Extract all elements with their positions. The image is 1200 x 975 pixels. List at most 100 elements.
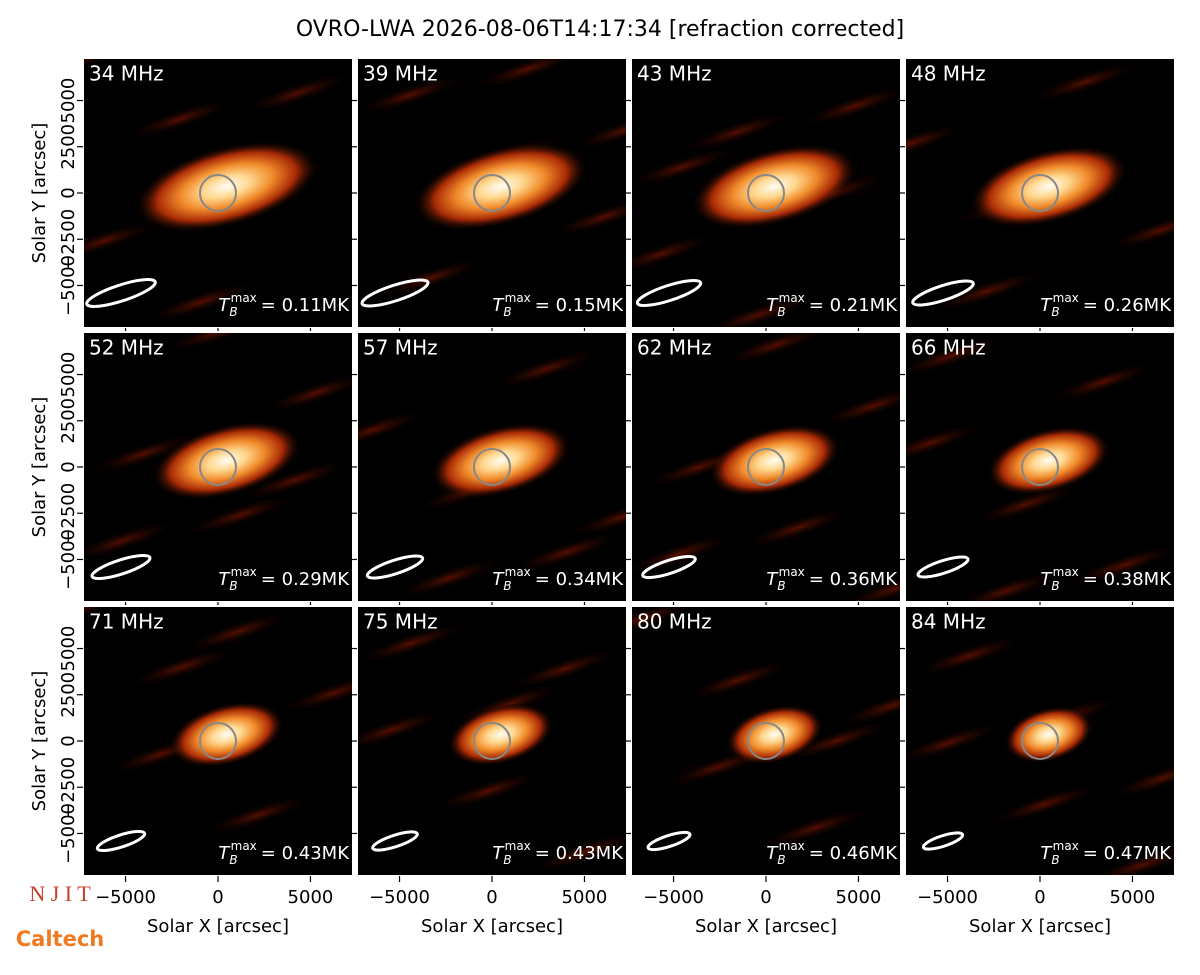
beam (360, 278, 430, 308)
streak (797, 85, 901, 127)
streak (509, 531, 625, 573)
tb-max-label: TBmax = 0.26MK (1040, 291, 1172, 319)
x-tick-label: 5000 (836, 887, 882, 908)
beam (641, 554, 697, 580)
radio-image (631, 606, 901, 852)
streak (85, 433, 201, 475)
panel-title: 48 MHz (911, 62, 986, 86)
panel-title: 84 MHz (911, 610, 986, 634)
tb-sup: max (231, 839, 257, 853)
beam (646, 830, 692, 852)
y-tick-label: 5000 (58, 626, 79, 672)
tb-symbol: T (766, 295, 779, 316)
x-tick-label: 5000 (1110, 887, 1156, 908)
solar-disk (747, 448, 785, 486)
streak (718, 332, 834, 366)
streak (83, 220, 162, 262)
y-tick-label: 2500 (58, 398, 79, 444)
streak (357, 74, 468, 116)
streak (911, 635, 1027, 677)
panel-title: 34 MHz (89, 62, 164, 86)
tb-max-label: TBmax = 0.21MK (766, 291, 898, 319)
tb-value: = 0.38MK (1083, 569, 1172, 590)
tb-symbol: T (218, 569, 231, 590)
streak (679, 111, 795, 153)
panel-title: 57 MHz (363, 336, 438, 360)
solar-disk (199, 722, 237, 760)
radio-image (905, 61, 1175, 312)
x-tick-label: 0 (760, 887, 771, 908)
streak (905, 122, 970, 164)
streak (700, 294, 816, 328)
y-tick-label: 0 (58, 187, 79, 198)
beam (371, 830, 419, 852)
streak (1105, 757, 1175, 799)
tb-symbol: T (1040, 295, 1053, 316)
radio-image (357, 348, 627, 599)
solar-disk (1021, 722, 1059, 760)
streak (527, 831, 627, 873)
y-tick-label: −5000 (58, 255, 79, 316)
tb-sup: max (1053, 291, 1079, 305)
streak (905, 335, 1009, 377)
streak (546, 196, 627, 238)
tb-sub: B (1051, 853, 1059, 867)
emission (412, 142, 589, 231)
tb-symbol: T (492, 295, 505, 316)
x-tick-label: −5000 (917, 887, 978, 908)
tb-sup: max (1053, 565, 1079, 579)
tb-value: = 0.29MK (261, 569, 350, 590)
panel: 75 MHz TBmax = 0.43MK −5000 0 5000 Solar X [ar… (351, 605, 628, 937)
streak (237, 459, 353, 501)
streak (815, 385, 901, 427)
tb-symbol: T (766, 569, 779, 590)
y-axis-label: Solar Y [arcsec] (29, 123, 50, 264)
beam (95, 829, 147, 853)
streak (631, 146, 740, 188)
tb-max-label: TBmax = 0.34MK (492, 565, 624, 593)
tb-symbol: T (1040, 569, 1053, 590)
streak (124, 646, 240, 688)
emission (1004, 706, 1094, 763)
streak (276, 672, 353, 714)
tb-sub: B (1051, 579, 1059, 593)
radio-image (83, 606, 353, 853)
tb-max-label: TBmax = 0.43MK (218, 839, 350, 867)
tb-sub: B (777, 579, 785, 593)
streak (631, 533, 737, 575)
panel-title: 62 MHz (637, 336, 712, 360)
solar-disk (473, 722, 511, 760)
solar-disk (1021, 174, 1059, 212)
streak (567, 109, 627, 151)
x-tick-label: −5000 (95, 887, 156, 908)
tb-max-label: TBmax = 0.46MK (766, 839, 898, 867)
panel-title: 75 MHz (363, 610, 438, 634)
solar-disk (747, 174, 785, 212)
x-axis-label: Solar X [arcsec] (695, 916, 837, 937)
x-tick-label: 0 (212, 887, 223, 908)
tb-sub: B (777, 853, 785, 867)
tb-sub: B (229, 305, 237, 319)
streak (161, 332, 277, 353)
streak (1066, 544, 1175, 586)
tb-sup: max (779, 565, 805, 579)
tb-symbol: T (492, 569, 505, 590)
streak (778, 720, 894, 762)
tb-max-label: TBmax = 0.11MK (218, 291, 350, 319)
panel: 57 MHz TBmax = 0.34MK (351, 331, 628, 608)
radio-image (83, 332, 353, 581)
streak (200, 794, 316, 836)
y-tick-label: 0 (58, 735, 79, 746)
emission (690, 143, 859, 230)
x-axis-label: Solar X [arcsec] (147, 916, 289, 937)
tb-max-label: TBmax = 0.29MK (218, 565, 350, 593)
panel: 39 MHz TBmax = 0.15MK (351, 57, 628, 334)
radio-image (631, 332, 901, 602)
streak (1045, 361, 1161, 403)
streak (357, 709, 449, 751)
y-tick-label: −2500 (58, 209, 79, 270)
streak (631, 606, 700, 640)
x-tick-label: 5000 (562, 887, 608, 908)
